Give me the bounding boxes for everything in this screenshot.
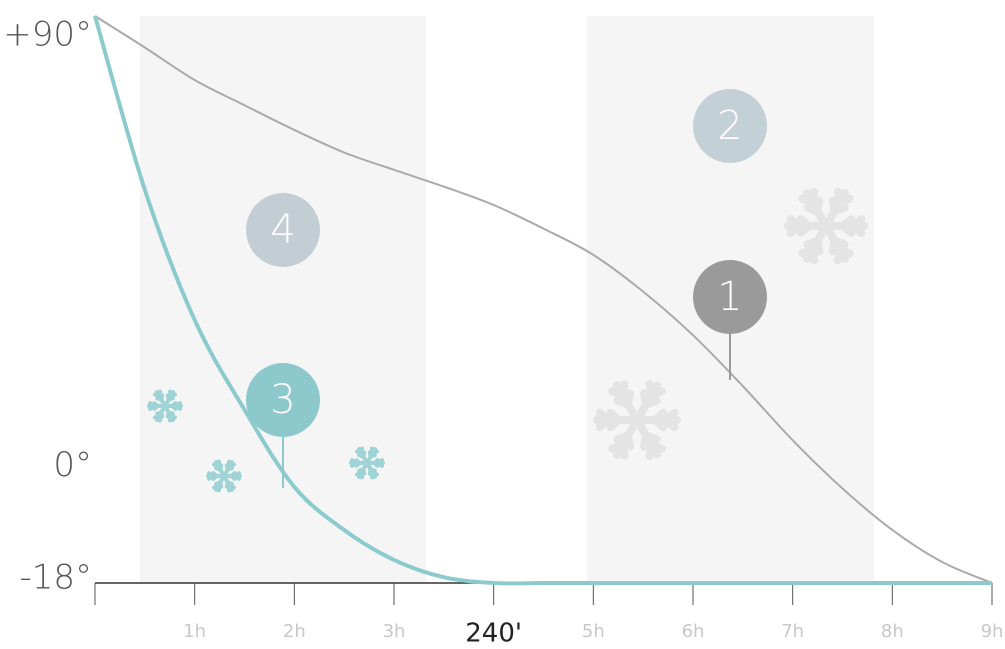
marker-circle [246, 193, 320, 267]
snowflakes [147, 187, 868, 493]
marker-label: 1 [717, 274, 742, 320]
curve [93, 15, 992, 586]
flake-branch [229, 471, 237, 478]
flake-branch [624, 431, 634, 451]
flake-branch [233, 471, 241, 478]
flake-branch [367, 450, 373, 459]
flake-branch [849, 215, 866, 230]
flake-branch [369, 446, 375, 456]
flake-branch [155, 396, 164, 402]
flake-branch [170, 401, 178, 408]
y-tick-label: -18° [19, 558, 92, 598]
marker-circle [246, 363, 320, 437]
flake-branch [833, 187, 844, 207]
phase-band [140, 16, 426, 583]
flake-branch [376, 458, 384, 465]
flake-branch [174, 401, 182, 408]
flake-branch [647, 440, 666, 453]
x-tick-label: 2h [283, 621, 306, 642]
flake-branch [803, 203, 822, 216]
flake-branch [661, 408, 679, 424]
flake-branch [148, 404, 156, 411]
x-tick-label: 7h [781, 621, 804, 642]
flake-branch [372, 458, 380, 465]
marker-circle [693, 89, 767, 163]
x-tick-label: 3h [383, 621, 406, 642]
flake-branch [357, 453, 366, 459]
flake-branch [828, 196, 839, 216]
flake-branch [645, 380, 656, 400]
flake-branch [613, 396, 632, 409]
flake-branch [595, 416, 613, 432]
flake-branch [835, 245, 854, 258]
flake-branch [152, 404, 160, 411]
flake-branch [207, 474, 215, 481]
snowflake [784, 187, 868, 265]
flake-branch [370, 470, 379, 477]
flake-branch [226, 459, 232, 469]
flake-branch [224, 463, 230, 472]
snowflake [147, 389, 183, 423]
flake-branch [355, 449, 364, 456]
flake-branch [216, 483, 222, 493]
flake-branch [839, 215, 856, 230]
snowflake [349, 446, 385, 480]
y-tick-label: 0° [53, 445, 92, 485]
snowflake [593, 380, 681, 460]
marker-label: 3 [270, 377, 295, 423]
flake-branch [166, 410, 175, 416]
flake-branch [211, 474, 219, 481]
flake-branch [651, 408, 668, 424]
flake-branch [368, 467, 377, 473]
y-tick-label: +90° [3, 15, 92, 55]
flake-branch [361, 467, 367, 476]
flake-branch [168, 413, 177, 420]
flake-branch [618, 440, 629, 460]
x-tick-label: 6h [682, 621, 705, 642]
flake-branch [830, 236, 849, 249]
flake-branch [808, 245, 819, 265]
flake-branch [159, 410, 165, 419]
marker-label: 4 [270, 207, 295, 253]
x-tick-label: 8h [881, 621, 904, 642]
flake-branch [642, 431, 661, 444]
x-tick-label: 5h [582, 621, 605, 642]
flake-branch [359, 470, 365, 480]
flake-branch [640, 389, 650, 409]
flake-branch [212, 462, 221, 469]
flake-branch [608, 387, 627, 400]
flake-branch [227, 483, 236, 490]
flake-branch [153, 392, 162, 399]
flake-branch [218, 480, 224, 489]
flake-branch [796, 222, 813, 237]
flake-branch [167, 389, 173, 399]
flake-branch [225, 480, 234, 486]
flake-branch [214, 466, 223, 472]
flake-branch [798, 194, 817, 207]
x-tick-label: 240' [465, 619, 522, 646]
flake-branch [165, 393, 171, 402]
marker-circle [693, 260, 767, 334]
x-tick-label: 1h [183, 621, 206, 642]
flake-branch [350, 461, 358, 468]
flake-branch [354, 461, 362, 468]
curve [94, 15, 993, 584]
marker-label: 2 [717, 103, 742, 149]
flake-branch [606, 416, 623, 432]
flake-branch [813, 236, 824, 256]
flake-branch [786, 222, 803, 237]
x-tick-label: 9h [981, 621, 1004, 642]
snowflake [206, 459, 242, 493]
flake-branch [157, 413, 163, 423]
